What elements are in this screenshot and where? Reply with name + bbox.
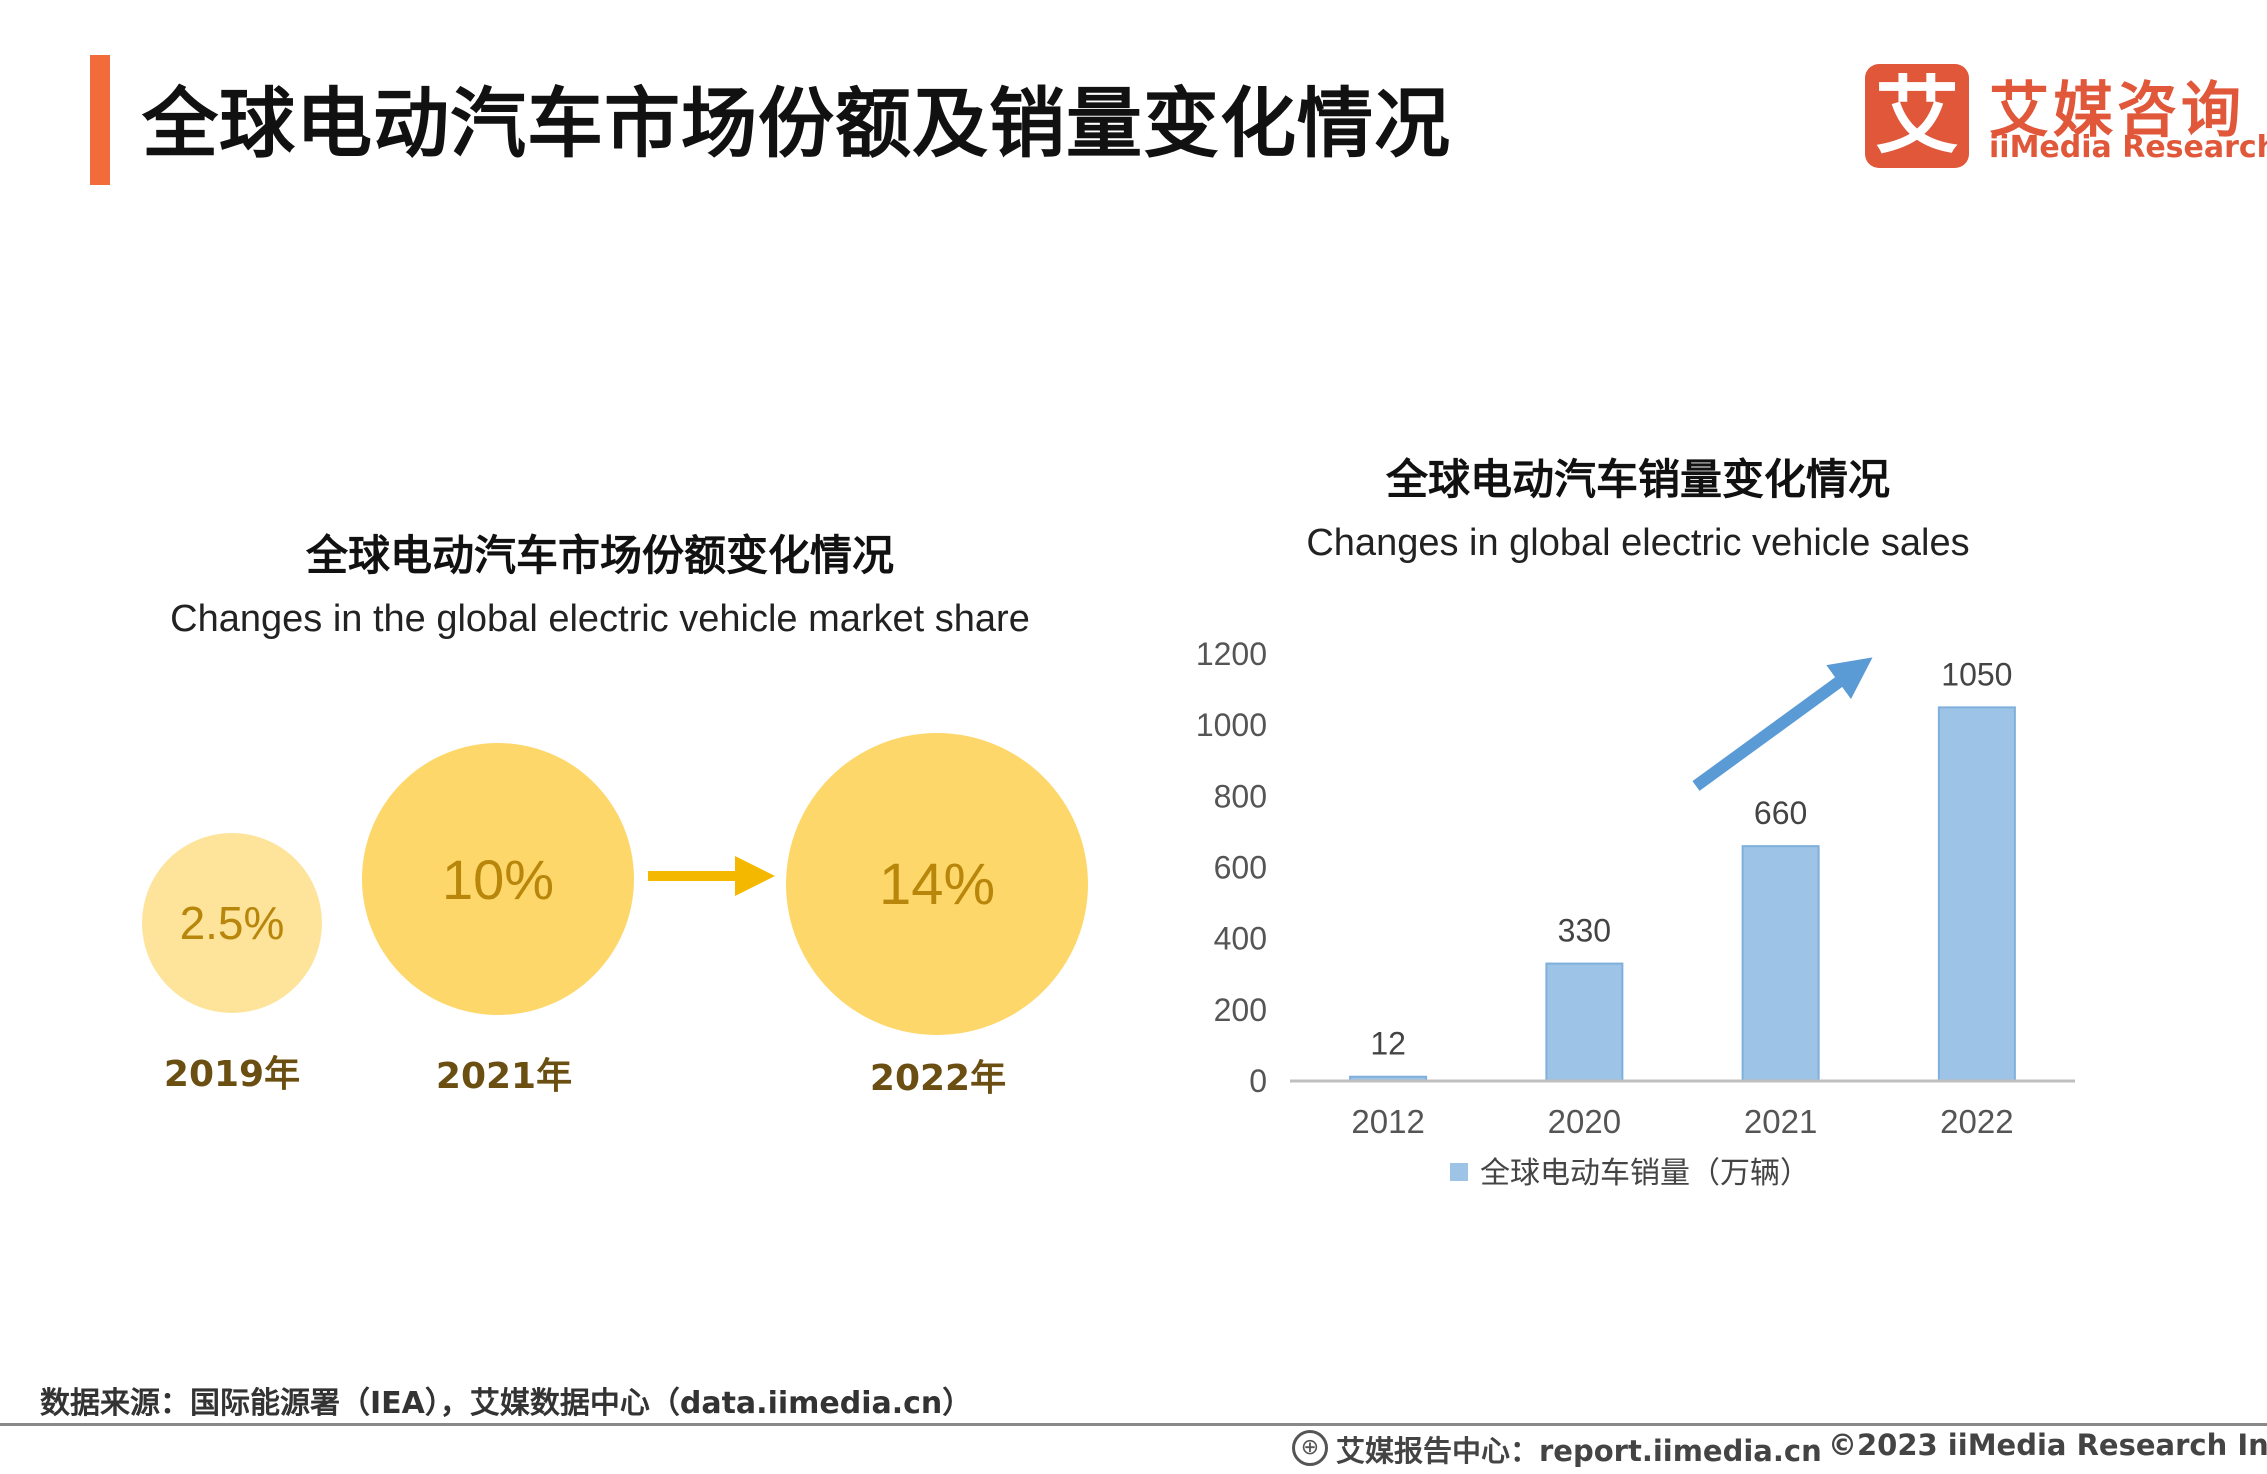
y-tick-label: 400 bbox=[1214, 921, 1267, 957]
x-tick-label: 2021 bbox=[1744, 1103, 1817, 1140]
sales-trend-arrow bbox=[1692, 657, 1873, 791]
sales-chart-subtitle: Changes in global electric vehicle sales bbox=[1306, 522, 1970, 564]
iimedia-logo: 艾 艾媒咨询 iiMedia Research bbox=[1865, 62, 2267, 170]
data-label: 660 bbox=[1754, 795, 1807, 831]
page-title: 全球电动汽车市场份额及销量变化情况 bbox=[142, 79, 1451, 168]
x-tick-label: 2012 bbox=[1351, 1103, 1424, 1140]
footer-source: 数据来源：国际能源署（IEA），艾媒数据中心（data.iimedia.cn） bbox=[40, 1386, 973, 1421]
bar-2020 bbox=[1545, 962, 1624, 1083]
share-bubble-2019: 2.5% bbox=[142, 833, 322, 1013]
logo-name-en: iiMedia Research bbox=[1989, 130, 2267, 165]
y-tick-label: 0 bbox=[1249, 1063, 1267, 1099]
sales-chart-title: 全球电动汽车销量变化情况 bbox=[1385, 455, 1890, 504]
share-bubble-2021: 10% bbox=[362, 743, 634, 1015]
footer-divider bbox=[0, 1423, 2267, 1426]
bar-2022 bbox=[1937, 706, 2016, 1082]
footer-copyright: ©2023 iiMedia Research Inc bbox=[1828, 1428, 2267, 1462]
legend-label: 全球电动车销量（万辆） bbox=[1480, 1156, 1810, 1191]
data-label: 330 bbox=[1558, 913, 1611, 949]
share-value-2021: 10% bbox=[441, 847, 555, 911]
x-tick-label: 2022 bbox=[1940, 1103, 2013, 1140]
footer-report-center: 艾媒报告中心：report.iimedia.cn bbox=[1336, 1434, 1822, 1468]
market-share-title-en: Changes in the global electric vehicle m… bbox=[170, 598, 1030, 640]
y-tick-label: 800 bbox=[1214, 778, 1267, 814]
share-value-2019: 2.5% bbox=[179, 897, 285, 949]
globe-icon: ⊕ bbox=[1292, 1430, 1328, 1466]
legend-swatch bbox=[1450, 1163, 1468, 1181]
bar-2021 bbox=[1741, 845, 1820, 1083]
bar-series: 12 2012 330 2020 660 2021 1050 2022 bbox=[1349, 656, 2016, 1140]
y-tick-label: 1000 bbox=[1196, 707, 1267, 743]
y-tick-label: 1200 bbox=[1196, 636, 1267, 672]
share-year-2019: 2019年 bbox=[163, 1054, 301, 1095]
y-tick-label: 600 bbox=[1214, 850, 1267, 886]
market-share-title-cn: 全球电动汽车市场份额变化情况 bbox=[305, 531, 894, 580]
logo-name-cn: 艾媒咨询 bbox=[1989, 76, 2245, 146]
y-axis: 0 200 400 600 800 1000 1200 bbox=[1196, 636, 1267, 1099]
data-label: 12 bbox=[1370, 1026, 1406, 1062]
title-accent-bar bbox=[90, 55, 110, 185]
x-tick-label: 2020 bbox=[1548, 1103, 1621, 1140]
share-year-2022: 2022年 bbox=[869, 1058, 1007, 1099]
share-year-2021: 2021年 bbox=[435, 1056, 573, 1097]
y-tick-label: 200 bbox=[1214, 992, 1267, 1028]
logo-badge-icon: 艾 bbox=[1865, 64, 1969, 168]
data-label: 1050 bbox=[1941, 656, 2012, 692]
share-value-2022: 14% bbox=[878, 851, 996, 917]
share-bubble-2022: 14% bbox=[786, 733, 1088, 1035]
